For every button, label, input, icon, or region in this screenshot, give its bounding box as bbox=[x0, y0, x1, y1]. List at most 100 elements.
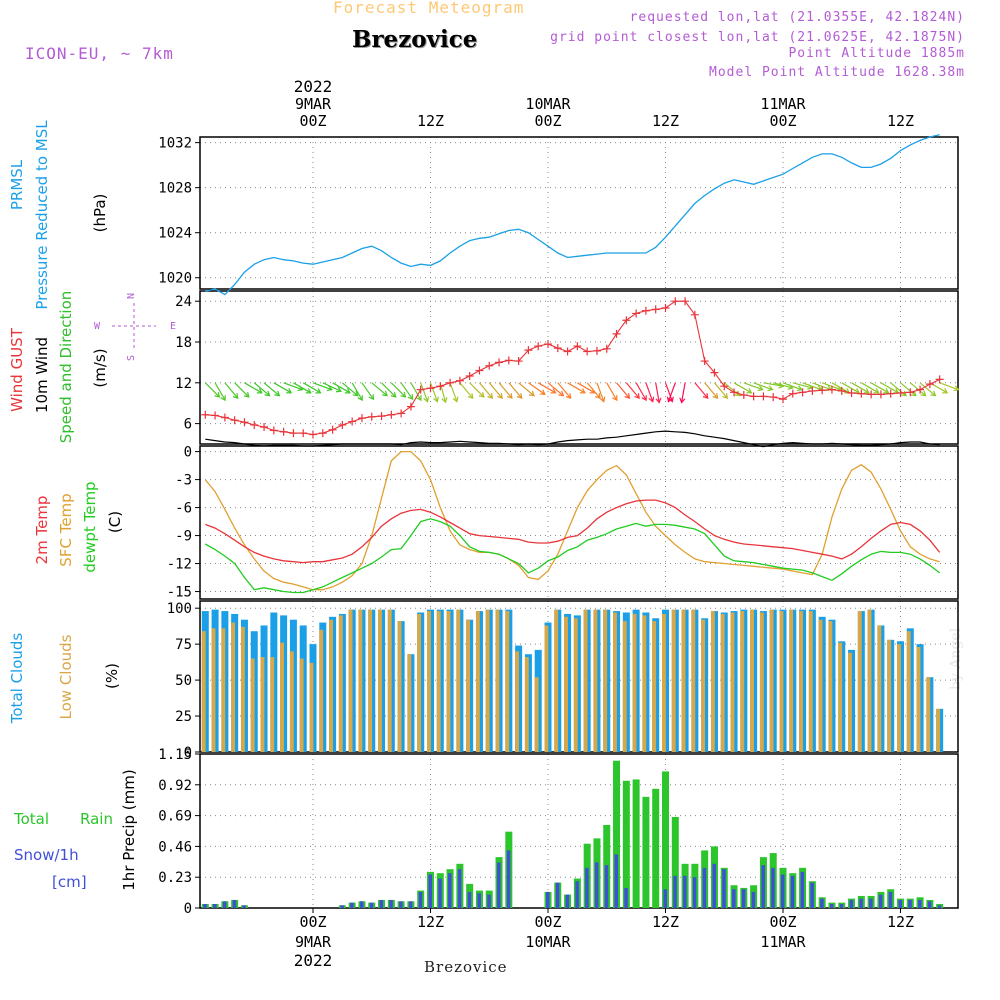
wind-direction-arrow bbox=[753, 382, 773, 391]
low-cloud-bar bbox=[231, 622, 236, 752]
wind-direction-arrow bbox=[704, 382, 718, 399]
wind-direction-arrow bbox=[312, 382, 332, 391]
pressure-line bbox=[205, 134, 940, 296]
wind-direction-arrow bbox=[214, 382, 226, 401]
low-cloud-bar bbox=[926, 677, 931, 752]
low-cloud-bar bbox=[857, 611, 862, 752]
wind-direction-arrow bbox=[244, 382, 263, 394]
wind-direction-arrow bbox=[204, 382, 220, 398]
wind-direction-arrow bbox=[577, 382, 595, 394]
snow-bar bbox=[771, 867, 775, 908]
snow-bar bbox=[497, 862, 501, 908]
wind-arrow-head bbox=[778, 382, 785, 389]
low-cloud-bar bbox=[838, 642, 843, 752]
wind-arrow-head bbox=[423, 396, 430, 403]
wind-direction-arrow bbox=[273, 382, 292, 394]
snow-bar bbox=[849, 899, 854, 908]
low-cloud-bar bbox=[299, 658, 304, 752]
wind-gust-marker bbox=[357, 414, 366, 423]
low-cloud-bar bbox=[897, 644, 901, 752]
ytick-label-pressure: 1020 bbox=[158, 271, 192, 287]
wind-gust-marker bbox=[230, 416, 239, 425]
bottom-year-label: 2022 bbox=[294, 951, 333, 970]
wind-direction-arrow bbox=[488, 382, 503, 399]
wind-direction-arrow bbox=[302, 382, 321, 394]
wind-direction-arrow bbox=[469, 382, 485, 398]
wind-gust-marker bbox=[847, 389, 856, 397]
wind-gust-marker bbox=[583, 347, 592, 356]
low-cloud-bar bbox=[828, 621, 833, 752]
low-cloud-bar bbox=[867, 609, 872, 752]
wind-arrow-head bbox=[286, 388, 293, 394]
wind-arrow-head bbox=[579, 388, 586, 394]
low-cloud-bar bbox=[456, 609, 461, 752]
snow-bar bbox=[467, 891, 472, 908]
wind-direction-arrow bbox=[332, 382, 351, 394]
wind-arrow-head bbox=[910, 390, 917, 397]
snow-bar bbox=[673, 875, 677, 908]
wind-direction-arrow bbox=[293, 382, 312, 394]
wind-arrow-head bbox=[368, 394, 375, 401]
bottom-date-label: 9MAR bbox=[295, 933, 332, 951]
snow-bar bbox=[692, 877, 697, 908]
low-cloud-bar bbox=[730, 612, 735, 752]
snow-bar bbox=[878, 894, 883, 908]
low-cloud-bar bbox=[808, 611, 813, 752]
ytick-label-clouds: 75 bbox=[175, 637, 192, 653]
wind-direction-arrow bbox=[861, 382, 879, 394]
wind-direction-arrow bbox=[420, 382, 429, 402]
wind-gust-marker bbox=[416, 385, 425, 394]
wind-direction-arrow bbox=[537, 382, 556, 394]
wind-gust-marker bbox=[730, 388, 739, 397]
wind-direction-arrow bbox=[851, 382, 870, 394]
low-cloud-bar bbox=[378, 609, 382, 752]
bottom-time-label: 12Z bbox=[887, 913, 914, 931]
compass-letter-w: W bbox=[94, 321, 101, 332]
low-cloud-bar bbox=[505, 611, 510, 752]
wind-arrow-head bbox=[666, 396, 673, 403]
wind-arrow-head bbox=[416, 395, 422, 402]
low-cloud-bar bbox=[201, 631, 206, 752]
wind-gust-marker bbox=[876, 390, 885, 399]
low-cloud-bar bbox=[544, 625, 549, 752]
snow-bar bbox=[839, 903, 844, 908]
wind-arrow-head bbox=[679, 397, 686, 404]
wind-arrow-head bbox=[487, 393, 494, 400]
top-time-label: 00Z bbox=[769, 112, 796, 130]
wind-gust-marker bbox=[896, 389, 905, 397]
wind-direction-arrow bbox=[694, 382, 709, 399]
wind-gust-marker bbox=[769, 393, 778, 402]
panel-frame bbox=[199, 136, 959, 290]
top-time-label: 12Z bbox=[652, 112, 679, 130]
snow-bar bbox=[790, 875, 795, 908]
wind-gust-marker bbox=[837, 386, 846, 395]
wind-direction-arrow bbox=[547, 382, 564, 397]
low-cloud-bar bbox=[280, 642, 284, 752]
snow-bar bbox=[487, 894, 491, 908]
low-cloud-bar bbox=[632, 613, 637, 752]
low-cloud-bar bbox=[583, 609, 588, 752]
bottom-date-label: 10MAR bbox=[525, 933, 571, 951]
ytick-label-temperature: -9 bbox=[175, 529, 192, 545]
top-time-label: 00Z bbox=[534, 112, 561, 130]
wind-gust-marker bbox=[367, 412, 376, 421]
snow-bar bbox=[702, 867, 707, 908]
wind-direction-arrow bbox=[802, 382, 822, 391]
ytick-label-temperature: 0 bbox=[184, 445, 192, 461]
snow-bar bbox=[741, 889, 746, 908]
low-cloud-bar bbox=[662, 613, 666, 752]
snow-bar bbox=[379, 899, 384, 908]
temp-sfc-line bbox=[204, 450, 940, 591]
wind-direction-arrow bbox=[508, 382, 523, 399]
wind-gust-marker bbox=[240, 418, 249, 427]
ytick-label-pressure: 1024 bbox=[158, 226, 192, 242]
wind-arrow-head bbox=[767, 385, 774, 392]
snow-bar bbox=[810, 882, 814, 908]
wind-gust-marker bbox=[485, 361, 494, 370]
rain-precip-label: Rain bbox=[80, 810, 113, 828]
rain-bar bbox=[632, 779, 640, 908]
low-cloud-bar bbox=[887, 639, 892, 752]
wind-gust-marker bbox=[436, 382, 445, 391]
ytick-label-clouds: 0 bbox=[184, 745, 192, 761]
low-cloud-bar bbox=[603, 609, 608, 752]
